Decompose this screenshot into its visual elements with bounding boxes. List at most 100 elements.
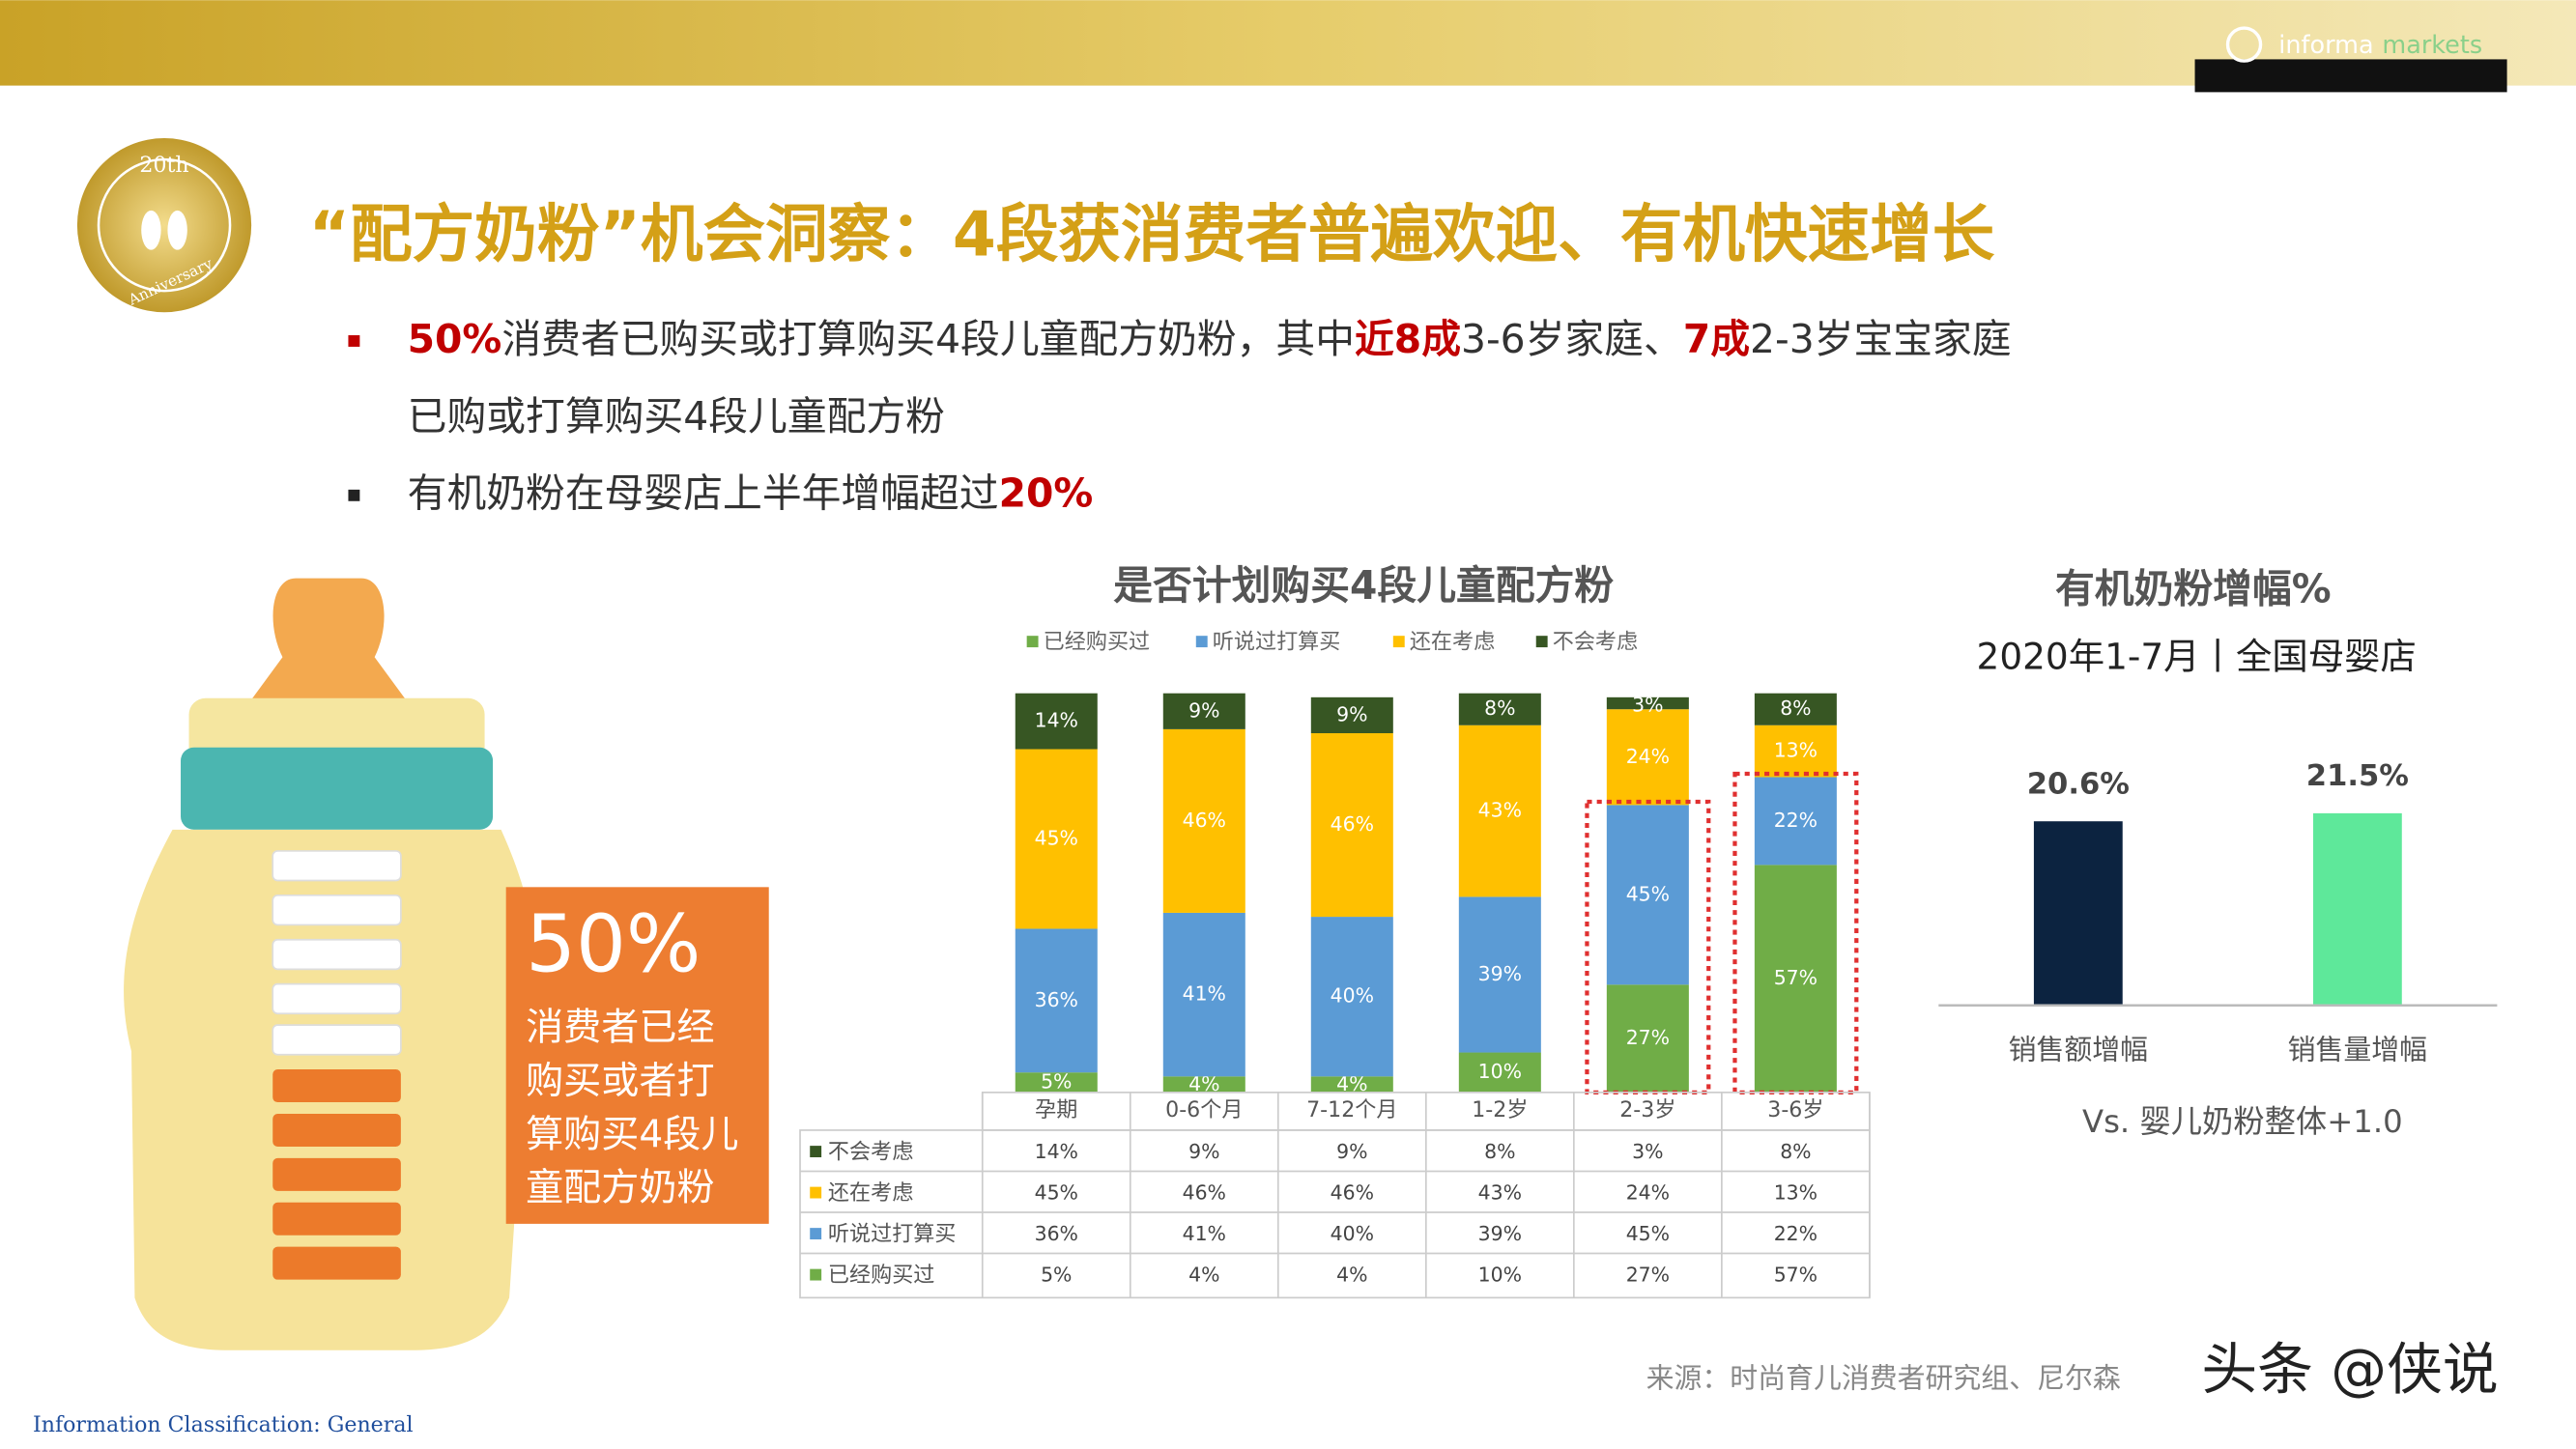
level-mark [272,1024,402,1056]
level-mark [272,1246,401,1280]
bullet-text: 2-3岁宝宝家庭 [1750,316,2012,362]
level-mark [272,894,402,926]
value-label: 40% [1331,984,1374,1008]
bar-segment [1754,724,1837,778]
legend-swatch [1026,636,1039,648]
bullet-text: 有机奶粉在母婴店上半年增幅超过 [408,470,999,517]
table-swatch [810,1268,822,1281]
bullet-text: 50% [408,316,502,362]
table-cell: 39% [1478,1222,1522,1245]
bullet-line: 50%消费者已购买或打算购买4段儿童配方奶粉，其中近8成3-6岁家庭、7成2-3… [408,316,2012,362]
x-tick-label: 1-2岁 [1472,1097,1528,1122]
legend-label: 已经购买过 [1044,629,1150,654]
bullet-line: 有机奶粉在母婴店上半年增幅超过20% [408,470,1094,517]
table-cell: 9% [1188,1140,1219,1163]
table-cell: 36% [1035,1222,1078,1245]
callout-line: 购买或者打 [526,1060,714,1103]
level-mark [272,1202,401,1236]
x-tick-label: 7-12个月 [1306,1097,1397,1122]
bullet-text: 近8成 [1355,316,1461,362]
bar-segment [1162,1076,1245,1093]
chart-subtitle: 2020年1-7月丨全国母婴店 [1977,635,2417,677]
callout-line: 消费者已经 [526,1007,714,1050]
nipple [246,578,412,707]
bar-segment [1015,928,1098,1073]
value-label: 5% [1041,1070,1072,1094]
bar-segment [1015,693,1098,750]
level-mark [272,1069,401,1103]
value-label: 20.6% [2027,767,2130,801]
bar-segment [1754,693,1837,725]
value-label: 39% [1478,962,1522,985]
value-label: 27% [1626,1026,1670,1049]
x-tick-label: 销售额增幅 [2009,1033,2148,1065]
value-label: 9% [1188,698,1219,722]
legend-swatch [1392,636,1405,648]
legend-swatch [1195,636,1208,648]
highlight-box [1585,799,1711,1094]
x-tick-label: 0-6个月 [1165,1097,1243,1122]
table-cell: 14% [1035,1140,1078,1163]
badge [76,138,252,313]
table-swatch [810,1146,822,1158]
value-label: 14% [1035,709,1078,732]
table-cell: 9% [1336,1140,1367,1163]
table-cell: 45% [1035,1180,1078,1204]
level-mark [272,938,402,971]
table-cell: 5% [1041,1263,1072,1286]
table-cell: 22% [1774,1222,1818,1245]
legend-label: 还在考虑 [1410,629,1495,654]
bar-chart: 有机奶粉增幅% 2020年1-7月丨全国母婴店 20.6% 销售额增幅 21.5% 销售量… [1938,565,2498,1140]
value-label: 9% [1336,702,1367,725]
bar-segment [1310,917,1393,1077]
highlight-box [1732,771,1859,1094]
chart-title: 是否计划购买4段儿童配方粉 [1113,562,1614,609]
bar-segment [1310,733,1393,918]
logo-accent: markets [2382,31,2482,60]
badge-foot [167,210,187,250]
ring [181,747,494,830]
value-label: 8% [1484,696,1515,720]
value-label: 46% [1183,809,1226,832]
table-cell: 10% [1478,1263,1522,1286]
table-row-label: 听说过打算买 [828,1221,957,1246]
table-cell: 46% [1183,1180,1226,1204]
slide-title: “配方奶粉”机会洞察：4段获消费者普遍欢迎、有机快速增长 [309,198,1995,270]
badge-ring [97,157,232,293]
logo-bar [2194,59,2507,93]
bar-segment [1754,865,1837,1093]
table-cell: 8% [1780,1140,1811,1163]
bottle [124,578,536,1350]
table-cell: 24% [1626,1180,1670,1204]
logo-icon [2225,26,2263,63]
table-row-label: 不会考虑 [828,1139,913,1164]
bar-segment [1458,693,1541,725]
callout-box [505,887,769,1224]
legend-label: 听说过打算买 [1213,629,1341,654]
table-cell: 43% [1478,1180,1522,1204]
bullet-marker [348,489,360,501]
x-tick-label: 销售量增幅 [2288,1033,2427,1065]
bar-segment [1754,777,1837,866]
bar-segment [1458,1052,1541,1093]
footer: Information Classification: General [33,1412,414,1437]
table-swatch [810,1186,822,1199]
value-label: 8% [1780,696,1811,720]
bar-segment [1458,896,1541,1053]
value-label: 10% [1478,1060,1522,1083]
bullets: 50%消费者已购买或打算购买4段儿童配方奶粉，其中近8成3-6岁家庭、7成2-3… [348,316,2012,517]
table-row-label: 还在考虑 [828,1180,913,1206]
x-tick-label: 2-3岁 [1619,1097,1675,1122]
bar-segment [1606,805,1689,985]
bullet-line: 已购或打算购买4段儿童配方粉 [408,393,945,440]
bar-segment [1162,728,1245,913]
bar-segment [1015,1072,1098,1093]
bar-segment [1606,709,1689,806]
watermark: 头条 @侠说 [2201,1337,2498,1403]
callout-line: 算购买4段儿 [526,1113,738,1156]
value-label: 41% [1183,982,1226,1006]
